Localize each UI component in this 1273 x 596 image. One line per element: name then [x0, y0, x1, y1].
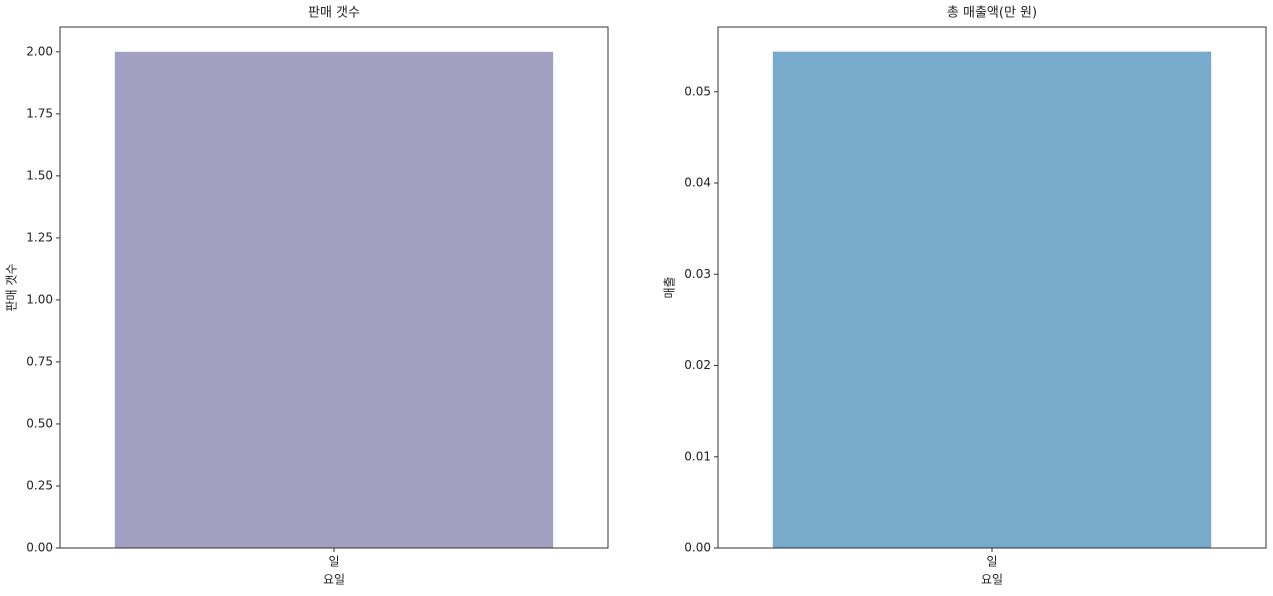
chart-title: 판매 갯수 [308, 6, 360, 21]
y-tick-label: 0.25 [26, 478, 53, 492]
x-tick-label: 일 [328, 555, 339, 569]
y-tick-label: 0.00 [26, 541, 53, 555]
plot-frame [717, 26, 1267, 549]
y-axis-label: 판매 갯수 [5, 264, 19, 312]
y-tick-label: 1.25 [26, 230, 53, 244]
y-tick-label: 1.50 [26, 168, 53, 182]
chart-title: 총 매출액(만 원) [947, 6, 1037, 21]
y-tick-label: 0.50 [26, 416, 53, 430]
bar [114, 51, 554, 549]
y-tick-label: 1.00 [26, 292, 53, 306]
y-tick-label: 0.02 [684, 358, 711, 372]
y-tick-label: 0.01 [684, 449, 711, 463]
y-tick-label: 0.00 [684, 541, 711, 555]
y-tick-label: 0.03 [684, 267, 711, 281]
bar [772, 51, 1212, 548]
y-tick-label: 0.04 [684, 176, 711, 190]
x-tick-label: 일 [986, 555, 997, 569]
y-tick-label: 1.75 [26, 106, 53, 120]
x-axis-label: 요일 [323, 573, 345, 587]
y-tick-label: 0.75 [26, 354, 53, 368]
y-tick-label: 2.00 [26, 44, 53, 58]
plot-frame [59, 26, 609, 549]
x-axis-label: 요일 [981, 573, 1003, 587]
y-tick-label: 0.05 [684, 84, 711, 98]
y-axis-label: 매출 [663, 276, 677, 298]
